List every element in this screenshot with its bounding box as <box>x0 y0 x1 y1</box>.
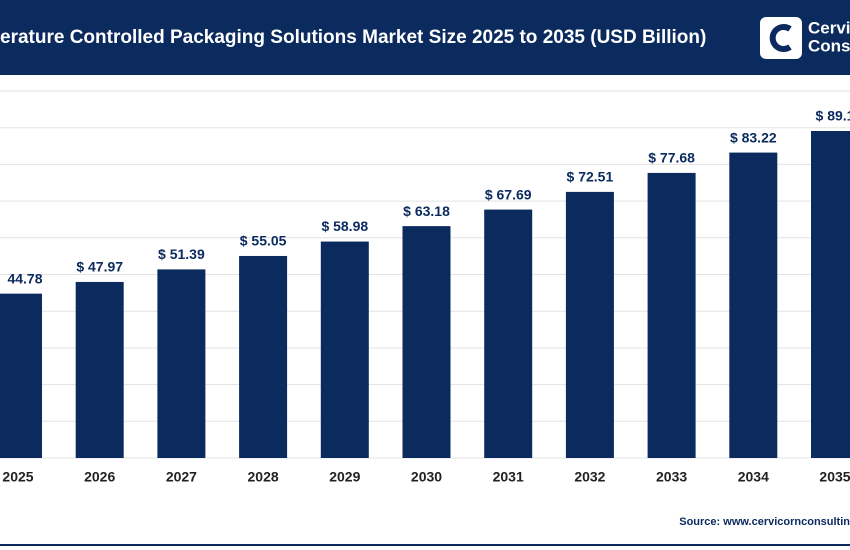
x-tick-label: 2035 <box>819 469 850 485</box>
value-label: $ 72.51 <box>567 169 614 185</box>
x-tick-label: 2025 <box>2 469 33 485</box>
bar <box>75 281 124 458</box>
x-tick-label: 2026 <box>84 469 115 485</box>
x-tick-label: 2034 <box>738 469 769 485</box>
x-tick-label: 2030 <box>411 469 442 485</box>
value-label: $ 55.05 <box>240 233 287 249</box>
logo-text: Cervi <box>808 18 850 37</box>
logo-mark <box>769 24 792 52</box>
x-tick-label: 2031 <box>493 469 524 485</box>
bar <box>320 241 369 458</box>
bar <box>811 131 850 459</box>
bar <box>484 209 533 458</box>
value-label: $ 67.69 <box>485 186 532 202</box>
value-label: $ 77.68 <box>648 150 695 166</box>
bar <box>157 269 206 458</box>
x-tick-label: 2032 <box>574 469 605 485</box>
value-label: $ 47.97 <box>76 259 123 275</box>
bar <box>0 293 42 458</box>
x-tick-label: 2033 <box>656 469 687 485</box>
bar <box>647 172 696 458</box>
bar <box>729 152 778 459</box>
header-band <box>0 0 850 75</box>
value-label: $ 89.1 <box>816 108 850 124</box>
chart-title: erature Controlled Packaging Solutions M… <box>0 27 706 48</box>
value-label: $ 63.18 <box>403 203 450 219</box>
x-tick-label: 2028 <box>248 469 279 485</box>
value-label: 44.78 <box>7 270 42 286</box>
value-label: $ 51.39 <box>158 246 205 262</box>
bar <box>565 191 614 458</box>
bar <box>239 255 288 458</box>
source-note: Source: www.cervicornconsultin <box>679 516 850 528</box>
value-label: $ 83.22 <box>730 129 777 145</box>
x-tick-label: 2029 <box>329 469 360 485</box>
logo-icon <box>760 17 802 59</box>
x-tick-label: 2027 <box>166 469 197 485</box>
logo-text: Consu <box>808 36 850 55</box>
bar <box>402 226 451 458</box>
value-label: $ 58.98 <box>321 218 368 234</box>
